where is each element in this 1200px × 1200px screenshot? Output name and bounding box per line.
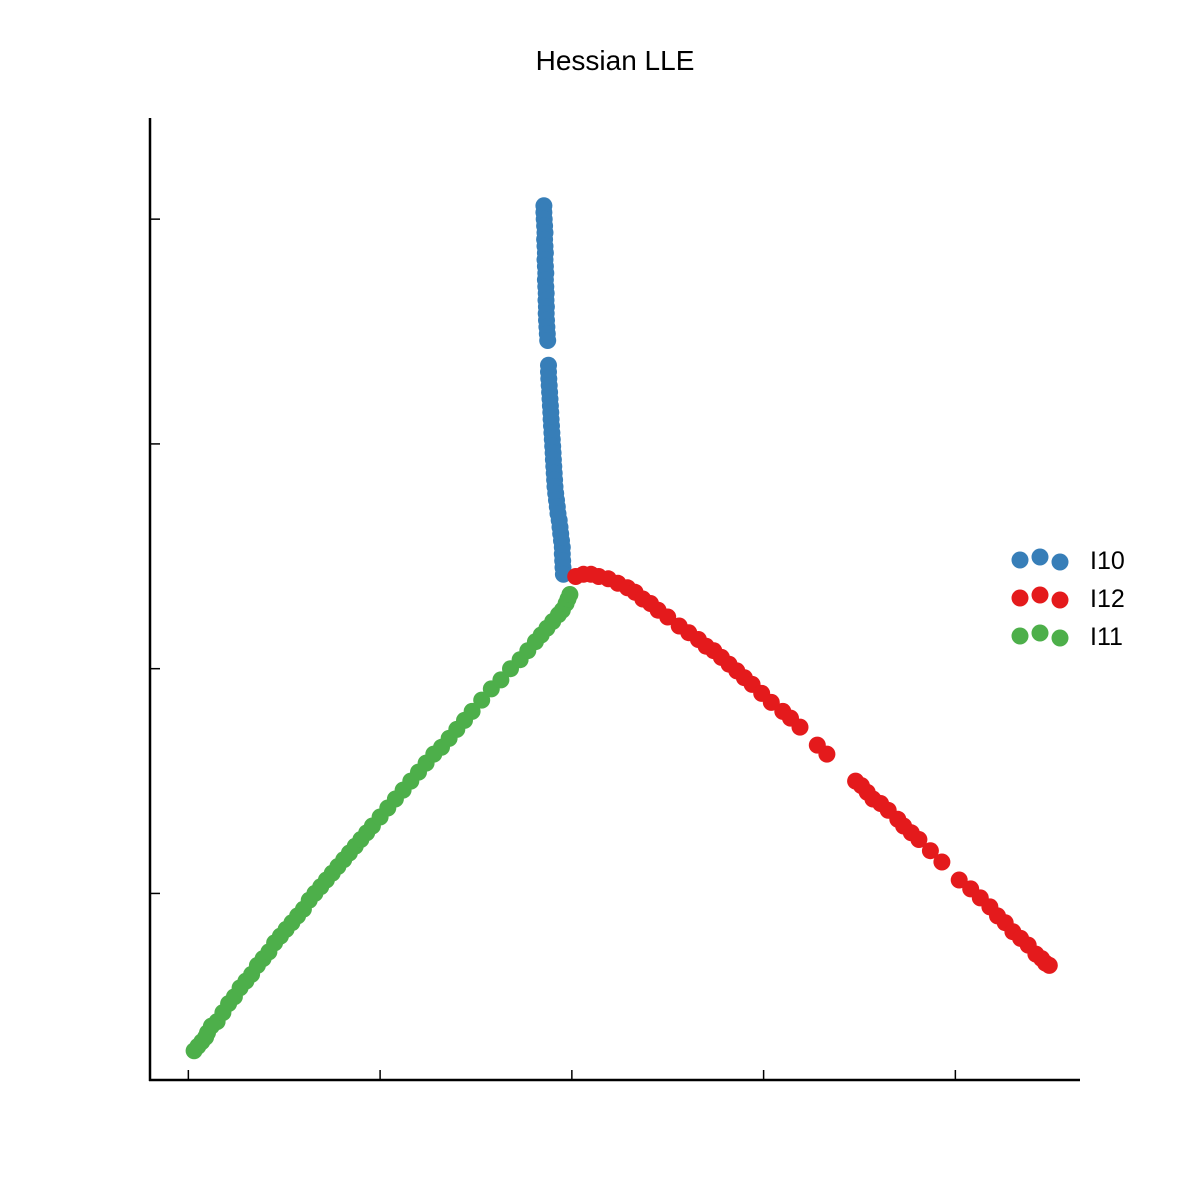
legend-label-i10: I10 (1090, 547, 1125, 575)
point-i12-26 (791, 718, 809, 736)
point-i11-46 (463, 702, 481, 720)
point-i12-53 (1040, 956, 1058, 974)
legend-marker-i12-2 (1051, 591, 1069, 609)
legend-label-i12: I12 (1090, 585, 1125, 613)
point-i11-61 (561, 586, 579, 603)
legend: I10 I12 I11 (1011, 547, 1125, 651)
legend-entry-i10: I10 (1011, 547, 1125, 575)
point-i12-39 (921, 842, 939, 860)
point-i12-38 (910, 831, 928, 848)
point-i12-23 (762, 693, 780, 711)
legend-entry-i12: I12 (1011, 585, 1125, 613)
point-i11-49 (492, 671, 510, 689)
legend-marker-i10-2 (1051, 553, 1069, 571)
legend-label-i11: I11 (1090, 623, 1123, 651)
point-i12-40 (933, 853, 951, 871)
legend-marker-i10-1 (1031, 548, 1049, 566)
legend-marker-i10-0 (1011, 551, 1029, 569)
legend-marker-i11-1 (1031, 624, 1049, 642)
chart-title: Hessian LLE (536, 45, 695, 76)
legend-marker-i11-2 (1051, 629, 1069, 647)
legend-marker-i12-1 (1031, 586, 1049, 604)
point-i12-41 (950, 871, 968, 889)
point-i12-28 (818, 745, 836, 763)
point-i12-11 (659, 608, 677, 626)
point-i11-47 (473, 691, 491, 709)
axes-layer (148, 118, 1080, 1082)
point-i10-20 (539, 332, 557, 349)
points-layer (185, 197, 1058, 1060)
legend-marker-i12-0 (1011, 589, 1029, 607)
legend-marker-i11-0 (1011, 627, 1029, 645)
legend-entry-i11: I11 (1011, 623, 1123, 651)
